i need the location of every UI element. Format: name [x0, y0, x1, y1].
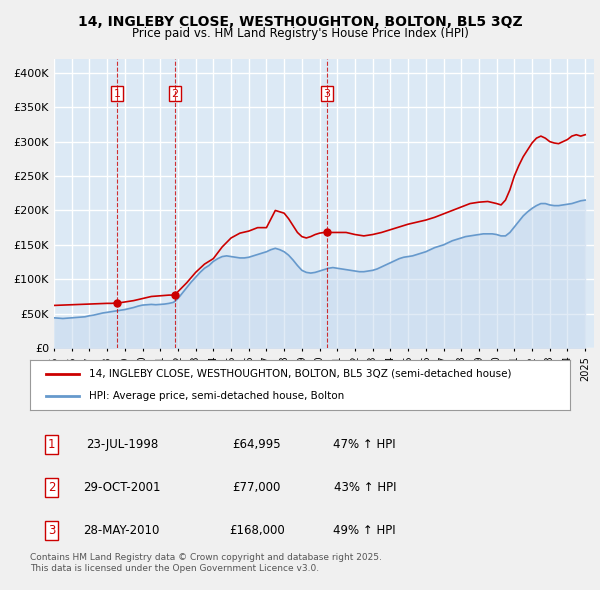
Text: Price paid vs. HM Land Registry's House Price Index (HPI): Price paid vs. HM Land Registry's House …	[131, 27, 469, 40]
Text: £77,000: £77,000	[233, 481, 281, 494]
Text: 47% ↑ HPI: 47% ↑ HPI	[334, 438, 396, 451]
Text: Contains HM Land Registry data © Crown copyright and database right 2025.
This d: Contains HM Land Registry data © Crown c…	[30, 553, 382, 573]
Text: £64,995: £64,995	[232, 438, 281, 451]
Text: 43% ↑ HPI: 43% ↑ HPI	[334, 481, 396, 494]
Text: 23-JUL-1998: 23-JUL-1998	[86, 438, 158, 451]
Text: 2: 2	[48, 481, 55, 494]
Text: 3: 3	[48, 524, 55, 537]
Text: 28-MAY-2010: 28-MAY-2010	[83, 524, 160, 537]
Text: 3: 3	[323, 88, 331, 99]
Text: 29-OCT-2001: 29-OCT-2001	[83, 481, 161, 494]
Text: 1: 1	[48, 438, 55, 451]
Text: 14, INGLEBY CLOSE, WESTHOUGHTON, BOLTON, BL5 3QZ: 14, INGLEBY CLOSE, WESTHOUGHTON, BOLTON,…	[77, 15, 523, 29]
Text: £168,000: £168,000	[229, 524, 284, 537]
Text: HPI: Average price, semi-detached house, Bolton: HPI: Average price, semi-detached house,…	[89, 391, 344, 401]
Text: 14, INGLEBY CLOSE, WESTHOUGHTON, BOLTON, BL5 3QZ (semi-detached house): 14, INGLEBY CLOSE, WESTHOUGHTON, BOLTON,…	[89, 369, 512, 379]
Text: 2: 2	[172, 88, 178, 99]
Text: 1: 1	[113, 88, 121, 99]
Text: 49% ↑ HPI: 49% ↑ HPI	[334, 524, 396, 537]
